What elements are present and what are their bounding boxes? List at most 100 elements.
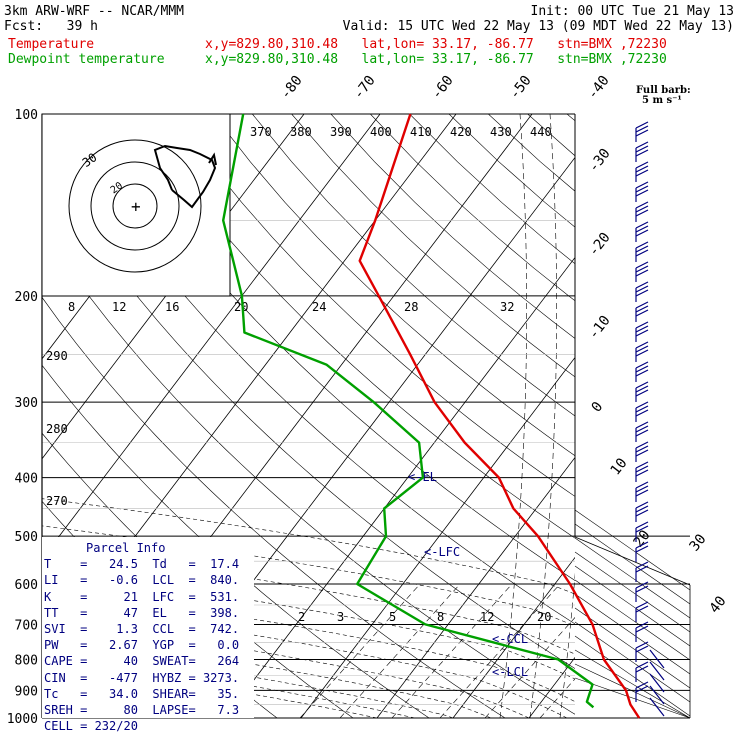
wind-barb-flag — [635, 429, 649, 437]
wind-barb-flag — [635, 489, 649, 497]
isotherm-label: 20 — [631, 527, 654, 550]
extension-line — [574, 593, 691, 675]
saturation-curve — [529, 114, 557, 718]
wind-barb-flag — [635, 149, 649, 157]
parcel-row: SVI = 1.3 CCL = 742. — [44, 622, 240, 637]
wind-barb-flag — [635, 161, 649, 169]
wind-barb-flag — [635, 621, 649, 629]
extension-line — [574, 663, 691, 719]
pressure-label: 400 — [15, 472, 38, 487]
isotherm-line — [42, 114, 381, 560]
extension-line — [574, 579, 691, 661]
pressure-label: 200 — [15, 290, 38, 305]
wind-barb-flag — [635, 325, 649, 333]
barb-legend-units: 5 m s⁻¹ — [642, 95, 682, 106]
dry-adiabat — [488, 114, 575, 192]
mixing-ratio-label: 8 — [437, 610, 444, 624]
wind-barb-flag — [635, 505, 649, 513]
wind-barb-flag — [635, 501, 649, 509]
wind-barb-flag — [635, 245, 649, 253]
theta-label: 390 — [330, 125, 352, 139]
wind-barb-flag — [635, 221, 649, 229]
init-time: Init: 00 UTC Tue 21 May 13 — [530, 4, 735, 19]
wind-barb-flag — [635, 289, 649, 297]
theta-e-label: 280 — [46, 422, 68, 436]
wind-barb-flag — [635, 341, 649, 349]
wind-barb-flag — [635, 685, 649, 693]
wind-barb-flag — [635, 205, 649, 213]
wind-barb-flag — [635, 485, 649, 493]
wind-barb-flag — [635, 605, 649, 613]
surface-barb — [649, 685, 665, 705]
extension-line — [574, 649, 691, 719]
parcel-cell: CELL = 232/20 — [44, 719, 138, 734]
hodograph-tip — [208, 152, 217, 166]
extension-line — [574, 537, 691, 619]
hodo-speed-label: 12 — [112, 300, 126, 314]
wind-barb-flag — [635, 481, 649, 489]
theta-label: 380 — [290, 125, 312, 139]
wind-barbs — [635, 121, 665, 717]
wind-barb-flag — [635, 241, 649, 249]
isotherm-label: -50 — [507, 73, 535, 103]
moist-adiabat — [42, 525, 575, 627]
wind-barb-flag — [635, 145, 649, 153]
wind-barb-flag — [635, 521, 649, 529]
parcel-row: LI = -0.6 LCL = 840. — [44, 573, 240, 588]
wind-barb-flag — [635, 389, 649, 397]
hodo-ring-10 — [112, 183, 158, 229]
sounding-curves — [221, 113, 641, 719]
hodo-center-icon: + — [131, 197, 141, 216]
parcel-row: K = 21 LFC = 531. — [44, 589, 240, 604]
wind-barb-flag — [635, 129, 649, 137]
extension-line — [574, 607, 691, 689]
extension-line — [574, 523, 691, 605]
hodo-speed-label: 20 — [234, 300, 248, 314]
mixing-ratio-label: 12 — [480, 610, 494, 624]
extension-line — [574, 621, 691, 703]
isotherm-label: 0 — [589, 399, 607, 415]
pressure-label: 600 — [15, 578, 38, 593]
parcel-row: SREH = 80 LAPSE= 7.3 — [44, 703, 240, 718]
wind-barb-flag — [635, 181, 649, 189]
hodo-speed-label: 28 — [404, 300, 418, 314]
wind-barb-flag — [635, 601, 649, 609]
wind-barb-flag — [635, 565, 649, 573]
extension-line — [574, 635, 691, 717]
wind-barb-flag — [635, 525, 649, 533]
wind-barb-flag — [635, 125, 649, 133]
moist-adiabat — [42, 653, 416, 718]
wind-barb-flag — [635, 169, 649, 177]
wind-barb-flag — [635, 405, 649, 413]
pressure-label: 800 — [15, 653, 38, 668]
dry-adiabat — [173, 114, 575, 497]
wind-barb-flag — [635, 585, 649, 593]
hodo-speed-label: 24 — [312, 300, 326, 314]
extension-line — [574, 565, 691, 647]
parcel-row: CAPE = 40 SWEAT= 264 — [44, 654, 240, 669]
hodo-speed-label: 8 — [68, 300, 75, 314]
isotherm-line — [376, 456, 575, 718]
wind-barb-flag — [635, 409, 649, 417]
wind-barb-flag — [635, 201, 649, 209]
mixing-ratio-line — [439, 583, 561, 718]
wind-barb-flag — [635, 421, 649, 429]
hodograph-trace — [153, 144, 217, 209]
parcel-rows: T = 24.5 Td = 17.4 LI = -0.6 LCL = 840. K … — [44, 556, 254, 718]
moist-adiabat — [42, 631, 492, 718]
theta-label: 420 — [450, 125, 472, 139]
dewpoint-legend: Dewpoint temperature — [8, 52, 165, 67]
wind-barb-flag — [635, 681, 649, 689]
dry-adiabat — [252, 114, 575, 417]
parcel-row: TT = 47 EL = 398. — [44, 605, 240, 620]
isotherm-label: -30 — [586, 146, 614, 176]
parcel-row: T = 24.5 Td = 17.4 — [44, 557, 240, 572]
wind-barb-flag — [635, 625, 649, 633]
wind-barb-flag — [635, 425, 649, 433]
isotherm-label: -20 — [586, 230, 614, 260]
wind-barb-flag — [635, 329, 649, 337]
wind-barb-flag — [635, 445, 649, 453]
dry-adiabat — [527, 114, 575, 157]
barb-legend: Full barb: 5 m s⁻¹ — [636, 86, 691, 106]
pressure-label: 1000 — [7, 712, 38, 727]
